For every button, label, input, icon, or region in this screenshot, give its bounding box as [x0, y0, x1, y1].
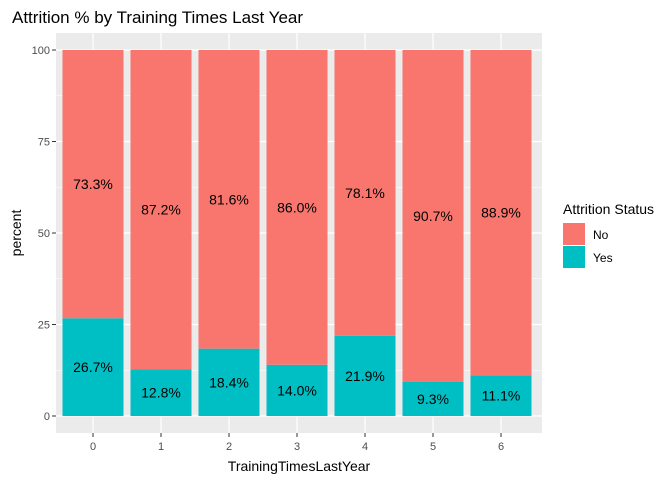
bar-no-2	[198, 50, 260, 349]
x-tick-label: 5	[430, 441, 436, 453]
x-tick-label: 2	[226, 441, 232, 453]
data-label-yes-5: 9.3%	[417, 391, 449, 407]
legend-title: Attrition Status	[563, 201, 654, 217]
bar-yes-6	[470, 375, 532, 416]
legend: Attrition Status No Yes	[563, 201, 654, 268]
x-tick-label: 3	[294, 441, 300, 453]
y-axis: 0 25 50 75 100	[32, 45, 56, 423]
legend-label-yes: Yes	[593, 251, 613, 265]
bar-no-0	[62, 50, 124, 319]
legend-items: No Yes	[563, 223, 613, 268]
data-label-no-2: 81.6%	[209, 191, 249, 207]
bar-no-5	[402, 50, 464, 382]
y-axis-title: percent	[8, 210, 24, 257]
data-label-no-1: 87.2%	[141, 202, 181, 218]
bar-layer	[62, 50, 532, 416]
data-label-yes-3: 14.0%	[277, 382, 317, 398]
data-label-yes-2: 18.4%	[209, 374, 249, 390]
data-label-no-5: 90.7%	[413, 208, 453, 224]
legend-swatch-yes	[563, 246, 585, 268]
data-label-no-3: 86.0%	[277, 199, 317, 215]
x-tick-label: 0	[90, 441, 96, 453]
bar-yes-0	[62, 318, 124, 416]
data-label-no-4: 78.1%	[345, 185, 385, 201]
bar-yes-4	[334, 335, 396, 416]
x-axis-title: TrainingTimesLastYear	[228, 458, 371, 474]
data-label-yes-1: 12.8%	[141, 385, 181, 401]
x-tick-label: 1	[158, 441, 164, 453]
y-tick-label: 0	[44, 411, 50, 423]
data-label-no-6: 88.9%	[481, 205, 521, 221]
legend-swatch-no	[563, 223, 585, 245]
data-label-yes-4: 21.9%	[345, 368, 385, 384]
chart-title: Attrition % by Training Times Last Year	[12, 8, 303, 27]
bar-yes-3	[266, 364, 328, 416]
x-tick-label: 4	[362, 441, 368, 453]
y-tick-label: 25	[38, 320, 50, 332]
bar-no-3	[266, 50, 328, 365]
legend-label-no: No	[593, 228, 609, 242]
bar-yes-1	[130, 369, 192, 416]
data-label-yes-0: 26.7%	[73, 359, 113, 375]
bar-no-6	[470, 50, 532, 376]
data-label-no-0: 73.3%	[73, 176, 113, 192]
y-tick-label: 75	[38, 137, 50, 149]
bar-no-1	[130, 50, 192, 370]
bar-yes-2	[198, 348, 260, 416]
y-tick-label: 100	[32, 45, 50, 57]
bar-no-4	[334, 50, 396, 336]
label-layer: 26.7% 73.3% 12.8% 87.2% 18.4% 81.6% 14.0% 86.0%…	[73, 176, 521, 407]
x-axis: 0 1 2 3 4 5 6	[90, 433, 504, 453]
data-label-yes-6: 11.1%	[482, 388, 521, 404]
y-tick-label: 50	[38, 228, 50, 240]
bar-yes-5	[402, 381, 464, 416]
x-tick-label: 6	[498, 441, 504, 453]
